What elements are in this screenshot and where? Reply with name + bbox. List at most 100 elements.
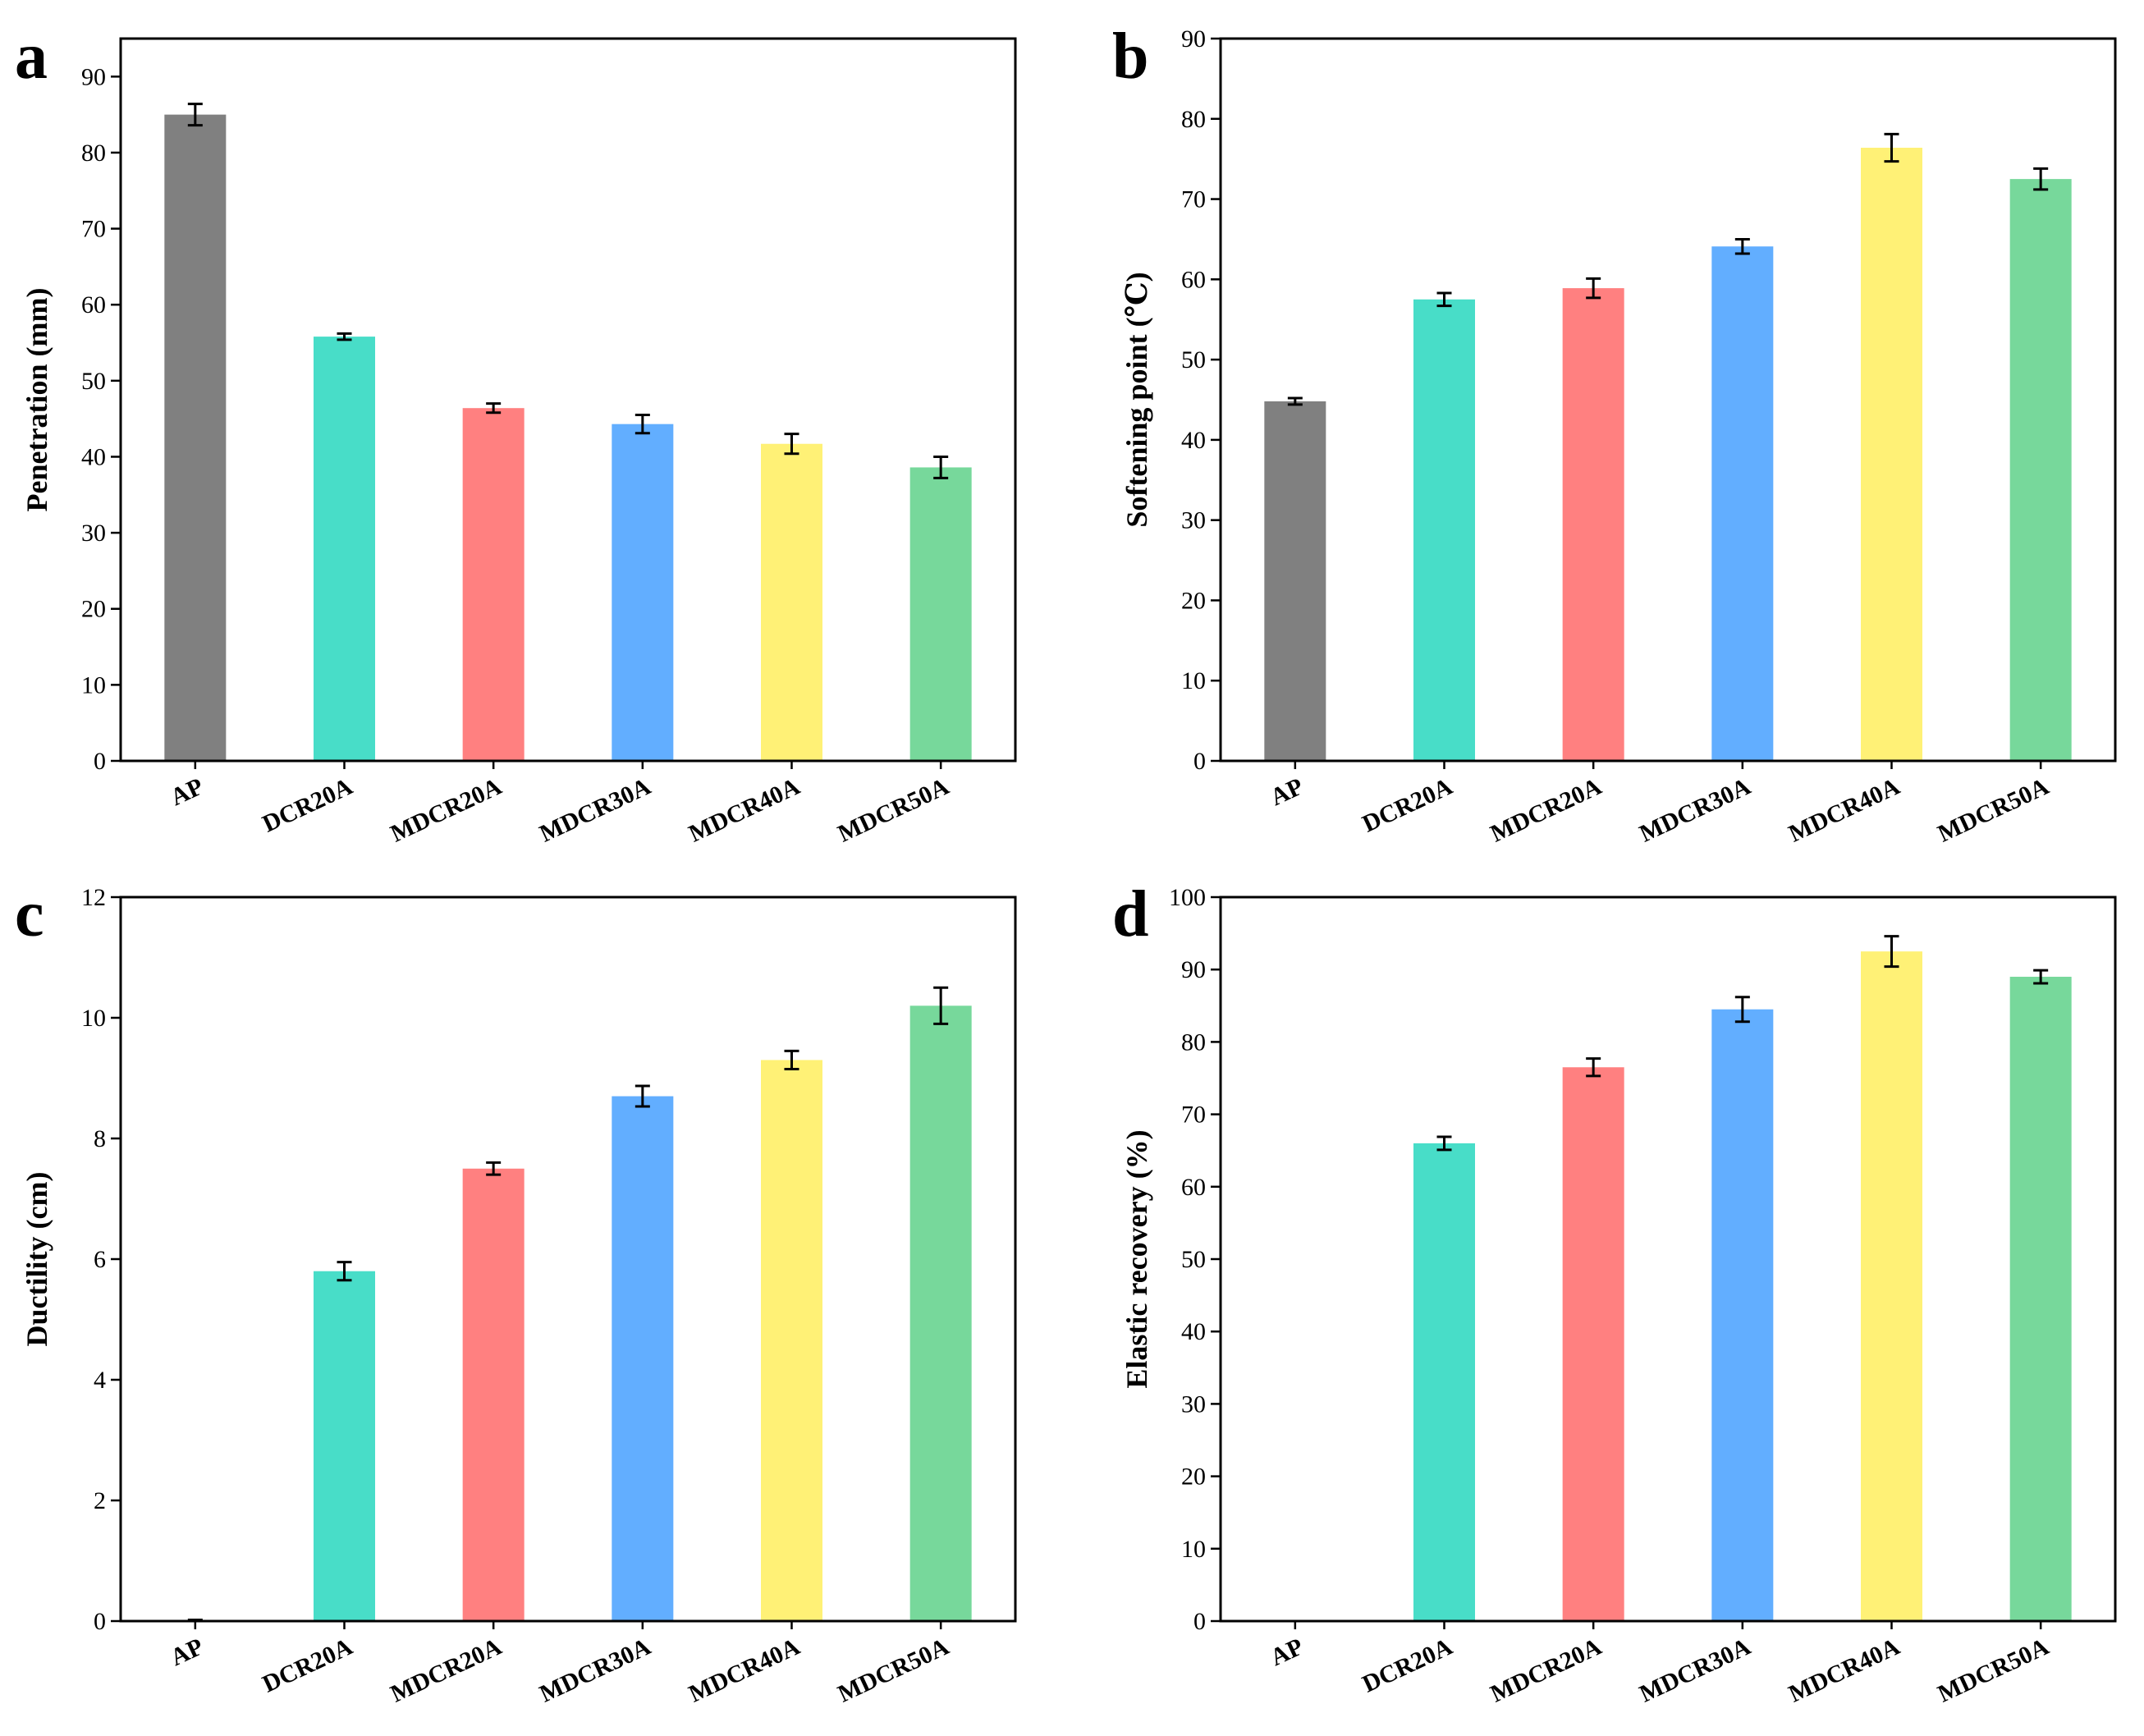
bar-DCR20A	[1413, 1143, 1475, 1621]
y-tick-label: 6	[94, 1246, 106, 1273]
panel-letter-a: a	[15, 21, 48, 93]
y-tick-label: 10	[1181, 667, 1206, 694]
plot-frame	[119, 37, 1017, 763]
y-tick-label: 30	[81, 520, 106, 547]
y-tick-label: 20	[1181, 1463, 1206, 1491]
x-tick-label-AP: AP	[167, 1633, 208, 1671]
y-tick-label: 90	[1181, 25, 1206, 53]
plot-frame	[1219, 37, 2117, 763]
y-tick-label: 12	[81, 884, 106, 911]
bar-MDCR50A	[2009, 179, 2072, 762]
x-tick-label-DCR20A: DCR20A	[259, 772, 357, 837]
bar-MDCR30A	[612, 1096, 674, 1621]
y-tick-label: 50	[1181, 346, 1206, 373]
y-tick-label: 80	[1181, 106, 1206, 133]
error-bar-MDCR30A	[634, 414, 650, 435]
x-tick-label-MDCR30A: MDCR30A	[1635, 1633, 1755, 1707]
error-bar-MDCR20A	[1586, 1057, 1601, 1078]
x-tick-label-MDCR40A: MDCR40A	[685, 772, 804, 847]
error-bar-MDCR40A	[1884, 935, 1899, 969]
x-tick-label-MDCR30A: MDCR30A	[535, 772, 655, 847]
bar-DCR20A	[314, 1271, 375, 1621]
x-tick-label-DCR20A: DCR20A	[259, 1633, 357, 1697]
error-bar-MDCR20A	[1586, 277, 1601, 300]
x-tick-label-MDCR20A: MDCR20A	[387, 772, 506, 847]
error-bar-DCR20A	[1436, 1135, 1452, 1152]
x-tick-label-AP: AP	[167, 772, 208, 811]
bar-DCR20A	[314, 337, 375, 761]
bar-MDCR50A	[909, 1005, 972, 1621]
bar-MDCR50A	[2009, 977, 2072, 1621]
x-tick-label-MDCR50A: MDCR50A	[834, 1633, 954, 1707]
y-tick-label: 0	[1193, 1608, 1206, 1635]
y-tick-label: 70	[1181, 1102, 1206, 1129]
bar-MDCR20A	[1562, 1067, 1624, 1621]
bar-MDCR40A	[761, 1060, 822, 1621]
y-tick-label: 40	[1181, 427, 1206, 454]
error-bar-MDCR50A	[933, 986, 949, 1025]
x-tick-label-MDCR50A: MDCR50A	[1934, 1633, 2054, 1707]
y-tick-label: 4	[94, 1367, 106, 1394]
bar-MDCR20A	[1562, 288, 1624, 762]
error-bar-MDCR30A	[634, 1084, 650, 1108]
error-bar-MDCR20A	[486, 402, 502, 415]
y-tick-label: 40	[1181, 1318, 1206, 1345]
x-tick-label-MDCR20A: MDCR20A	[387, 1633, 506, 1707]
chart-panel-d: d 0 10 20 30 40 50 60 70 80 90 100 AP DCR20A MDCR20A MD…	[1112, 878, 2117, 1708]
error-bar-MDCR30A	[1734, 996, 1750, 1024]
x-tick-label-MDCR40A: MDCR40A	[1784, 772, 1904, 847]
y-axis-title: Ductility (cm)	[21, 1172, 53, 1347]
y-tick-label: 70	[1181, 186, 1206, 213]
y-tick-label: 100	[1169, 884, 1206, 911]
error-bar-MDCR50A	[2033, 969, 2049, 985]
y-tick-label: 60	[1181, 1174, 1206, 1201]
y-axis-title: Softening point (℃)	[1120, 272, 1153, 527]
x-tick-label-MDCR20A: MDCR20A	[1487, 772, 1606, 847]
x-tick-label-DCR20A: DCR20A	[1358, 772, 1457, 837]
error-bar-AP	[187, 103, 203, 127]
y-tick-label: 40	[81, 443, 106, 470]
y-tick-label: 8	[94, 1125, 106, 1152]
bar-AP	[164, 114, 227, 761]
y-tick-label: 90	[1181, 956, 1206, 983]
y-axis-title: Elastic recovery (%)	[1120, 1129, 1153, 1388]
error-bar-MDCR40A	[1884, 132, 1899, 163]
plot-frame	[1219, 895, 2117, 1623]
chart-panel-b: b 0 10 20 30 40 50 60 70 80 90 AP DCR20A MDCR20A MDCR3…	[1112, 21, 2117, 848]
y-tick-label: 70	[81, 216, 106, 243]
chart-panel-a: a 0 10 20 30 40 50 60 70 80 90 AP DCR20A MDCR20A MDCR3…	[15, 21, 1017, 848]
panel-letter-c: c	[15, 878, 44, 950]
bar-MDCR40A	[761, 443, 822, 761]
error-bar-MDCR50A	[2033, 167, 2049, 191]
y-axis-title: Penetration (mm)	[21, 288, 53, 512]
error-bar-DCR20A	[337, 1261, 352, 1282]
y-tick-label: 10	[81, 671, 106, 699]
error-bar-MDCR30A	[1734, 237, 1750, 255]
x-tick-label-MDCR50A: MDCR50A	[834, 772, 954, 847]
y-tick-label: 20	[1181, 587, 1206, 614]
y-tick-label: 50	[1181, 1246, 1206, 1273]
error-bar-AP	[1287, 396, 1303, 406]
error-bar-DCR20A	[337, 332, 352, 341]
x-tick-label-AP: AP	[1267, 772, 1308, 811]
y-tick-label: 0	[94, 1608, 106, 1635]
y-tick-label: 80	[81, 140, 106, 167]
y-tick-label: 50	[81, 368, 106, 395]
y-tick-label: 90	[81, 63, 106, 90]
error-bar-MDCR20A	[486, 1161, 502, 1176]
y-tick-label: 0	[94, 748, 106, 775]
y-tick-label: 20	[81, 596, 106, 623]
x-tick-label-MDCR20A: MDCR20A	[1487, 1633, 1606, 1707]
bar-MDCR20A	[462, 408, 525, 761]
error-bar-MDCR40A	[784, 433, 799, 456]
y-tick-label: 10	[1181, 1536, 1206, 1563]
x-tick-label-MDCR30A: MDCR30A	[1635, 772, 1755, 847]
y-tick-label: 10	[81, 1005, 106, 1032]
plot-frame	[119, 895, 1017, 1623]
bar-MDCR40A	[1861, 147, 1922, 761]
y-tick-label: 30	[1181, 507, 1206, 534]
x-tick-label-MDCR50A: MDCR50A	[1934, 772, 2054, 847]
panel-letter-b: b	[1112, 21, 1149, 93]
y-tick-label: 30	[1181, 1390, 1206, 1418]
